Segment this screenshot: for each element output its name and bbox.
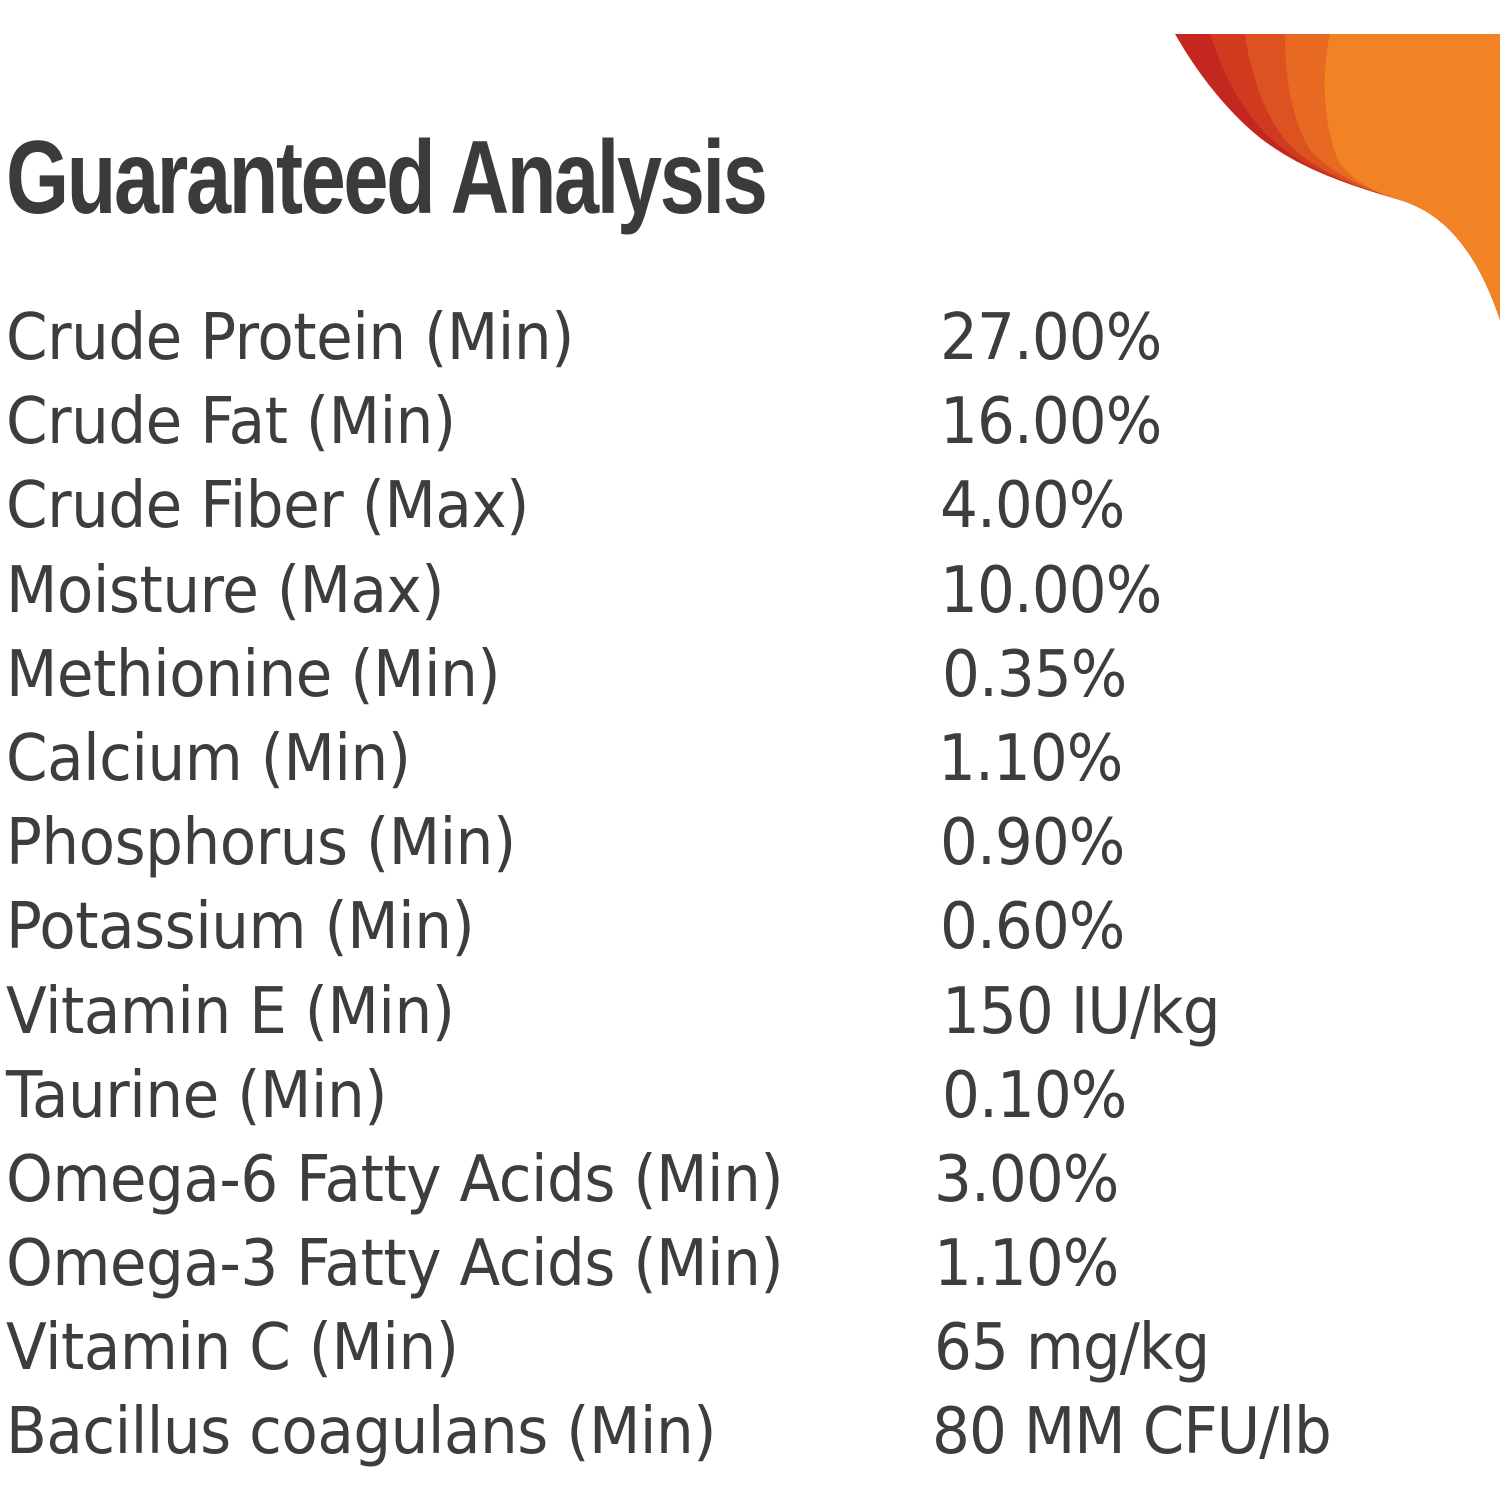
nutrient-label: Crude Fiber (Max): [6, 469, 529, 544]
nutrient-label: Taurine (Min): [6, 1058, 387, 1133]
analysis-row: Omega-6 Fatty Acids (Min) 3.00%: [0, 1138, 1500, 1222]
nutrient-value: 16.00%: [940, 385, 1162, 460]
analysis-row: Bacillus coagulans (Min) 80 MM CFU/lb: [0, 1390, 1500, 1474]
analysis-row: Vitamin C (Min) 65 mg/kg: [0, 1306, 1500, 1390]
nutrient-label: Calcium (Min): [6, 721, 411, 796]
nutrient-value: 65 mg/kg: [934, 1311, 1210, 1386]
nutrient-value: 1.10%: [934, 1227, 1119, 1302]
nutrient-label: Moisture (Max): [6, 553, 445, 628]
analysis-row: Calcium (Min) 1.10%: [0, 717, 1500, 801]
nutrient-value: 0.90%: [940, 806, 1125, 881]
analysis-row: Phosphorus (Min) 0.90%: [0, 801, 1500, 885]
analysis-row: Omega-3 Fatty Acids (Min) 1.10%: [0, 1222, 1500, 1306]
corner-swoosh-decoration: [1175, 34, 1500, 320]
nutrient-label: Methionine (Min): [6, 637, 501, 712]
page-title: Guaranteed Analysis: [6, 120, 768, 236]
analysis-row: Crude Fat (Min) 16.00%: [0, 380, 1500, 464]
nutrient-value: 4.00%: [940, 469, 1125, 544]
nutrient-label: Bacillus coagulans (Min): [6, 1395, 716, 1470]
nutrient-label: Omega-6 Fatty Acids (Min): [6, 1142, 784, 1217]
nutrient-value: 150 IU/kg: [942, 974, 1221, 1049]
nutrient-label: Vitamin E (Min): [6, 974, 455, 1049]
nutrient-value: 10.00%: [940, 553, 1162, 628]
analysis-row: Vitamin E (Min) 150 IU/kg: [0, 970, 1500, 1054]
nutrient-label: Phosphorus (Min): [6, 806, 516, 881]
nutrient-label: Omega-3 Fatty Acids (Min): [6, 1227, 784, 1302]
nutrient-label: Crude Protein (Min): [6, 301, 574, 375]
nutrient-label: Vitamin C (Min): [6, 1311, 459, 1386]
analysis-row: Moisture (Max) 10.00%: [0, 549, 1500, 633]
nutrient-value: 0.10%: [942, 1058, 1127, 1133]
analysis-row: Taurine (Min) 0.10%: [0, 1054, 1500, 1138]
analysis-row: Crude Fiber (Max) 4.00%: [0, 464, 1500, 548]
nutrient-value: 3.00%: [934, 1142, 1119, 1217]
nutrient-value: 27.00%: [940, 301, 1162, 375]
guaranteed-analysis-table: Crude Protein (Min) 27.00% Crude Fat (Mi…: [0, 296, 1500, 1475]
analysis-row: Crude Protein (Min) 27.00%: [0, 296, 1500, 380]
nutrient-value: 0.35%: [942, 637, 1127, 712]
analysis-row: Potassium (Min) 0.60%: [0, 885, 1500, 969]
nutrient-value: 80 MM CFU/lb: [932, 1395, 1332, 1470]
analysis-row: Methionine (Min) 0.35%: [0, 633, 1500, 717]
nutrient-label: Potassium (Min): [6, 890, 475, 965]
nutrient-value: 0.60%: [940, 890, 1125, 965]
nutrient-value: 1.10%: [938, 721, 1123, 796]
nutrient-label: Crude Fat (Min): [6, 385, 456, 460]
swoosh-layer-5: [1324, 34, 1500, 320]
